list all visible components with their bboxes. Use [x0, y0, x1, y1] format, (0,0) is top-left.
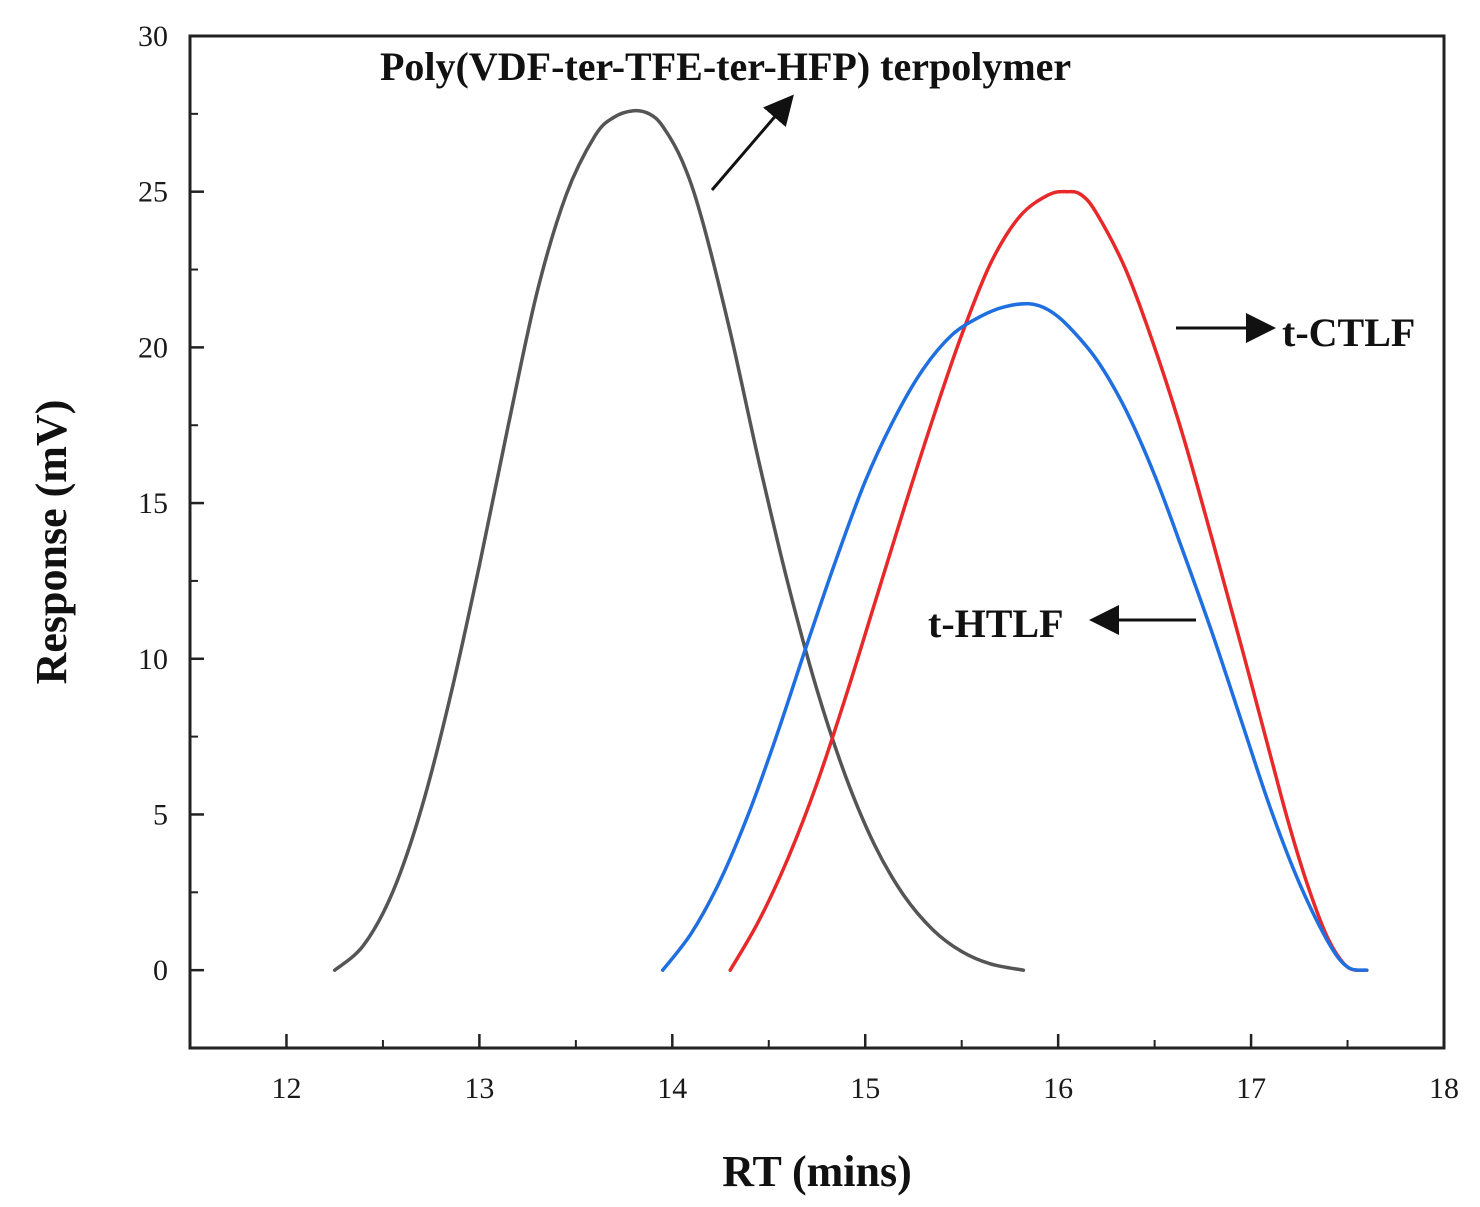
series-t-ctlf	[728, 189, 1369, 973]
annotation-terpolymer: Poly(VDF-ter-TFE-ter-HFP) terpolymer	[380, 44, 1071, 89]
y-tick-label: 15	[138, 487, 168, 520]
x-tick-label: 18	[1429, 1072, 1459, 1105]
x-tick-label: 17	[1236, 1072, 1266, 1105]
y-tick-label: 10	[138, 643, 168, 676]
x-tick-label: 16	[1043, 1072, 1073, 1105]
x-axis-title: RT (mins)	[722, 1147, 912, 1196]
x-tick-label: 15	[850, 1072, 880, 1105]
y-tick-label: 20	[138, 331, 168, 364]
y-tick-label: 25	[138, 176, 168, 209]
y-tick-label: 30	[138, 20, 168, 53]
plot-frame	[188, 34, 1446, 1050]
x-axis: 12 13 14 15 16 17 18	[271, 1034, 1459, 1105]
series-t-htlf	[660, 301, 1369, 972]
x-tick-label: 13	[464, 1072, 494, 1105]
series-layer	[332, 108, 1369, 973]
annotation-ctlf: t-CTLF	[1282, 310, 1415, 355]
annotation-htlf: t-HTLF	[928, 601, 1064, 646]
y-axis: 0 5 10 15 20 25 30	[138, 20, 204, 1049]
x-tick-label: 12	[271, 1072, 301, 1105]
series-terpolymer	[332, 108, 1026, 972]
y-tick-label: 0	[153, 954, 168, 987]
annotation-terpolymer-arrow	[710, 94, 794, 191]
x-tick-label: 14	[657, 1072, 687, 1105]
y-axis-title: Response (mV)	[27, 400, 76, 685]
y-tick-label: 5	[153, 798, 168, 831]
